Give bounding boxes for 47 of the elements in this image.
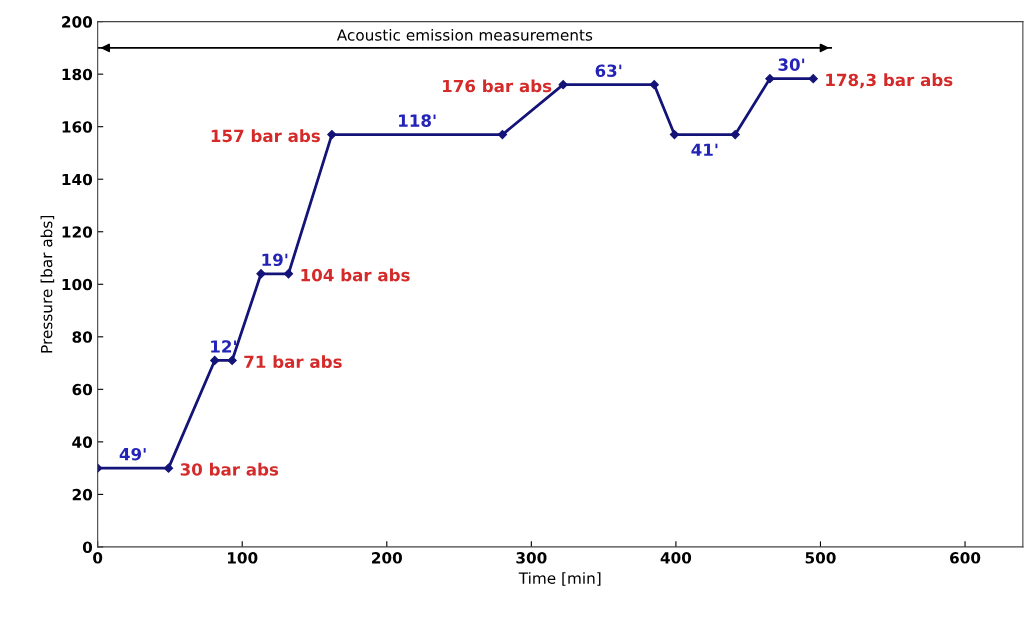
- point: [497, 129, 508, 140]
- point: [327, 129, 337, 140]
- point: [163, 463, 174, 473]
- point: [227, 355, 237, 366]
- point: [256, 269, 266, 279]
- data-label: 30 bar abs: [180, 462, 279, 476]
- y-tick-label: 20: [72, 488, 93, 501]
- annotation: 41': [691, 143, 718, 156]
- x-axis-title: Time [min]: [518, 572, 601, 586]
- y-axis-title: Pressure [bar abs]: [40, 215, 55, 353]
- y-tick-label: 100: [62, 278, 93, 291]
- x-tick-label: 200: [372, 552, 402, 564]
- y-tick-label: 180: [62, 68, 93, 81]
- point: [669, 129, 680, 140]
- y-tick-label: 80: [72, 331, 93, 343]
- annotation: 12': [211, 340, 236, 353]
- x-tick-label: 600: [950, 552, 981, 564]
- y-tick-label: 140: [62, 173, 93, 186]
- point: [730, 129, 740, 140]
- annotation: 118': [399, 114, 436, 127]
- annotation: 63': [595, 64, 622, 77]
- point: [558, 80, 568, 90]
- data-label: 71 bar abs: [244, 355, 342, 369]
- series-label: Acoustic emission measurements: [336, 28, 593, 41]
- point: [649, 80, 659, 90]
- point: [765, 74, 775, 84]
- y-tick-label: 200: [62, 16, 93, 28]
- y-tick-label: 60: [72, 383, 93, 396]
- x-tick-label: 400: [660, 552, 692, 564]
- x-tick-label: 300: [516, 552, 547, 564]
- annotation: 49': [119, 447, 146, 461]
- y-tick-label: 160: [62, 121, 93, 133]
- data-label: 178,3 bar abs: [826, 73, 953, 89]
- y-tick-label: 120: [62, 226, 93, 238]
- x-tick-label: 500: [805, 552, 836, 564]
- x-tick-label: 0: [93, 552, 103, 564]
- data-label: 157 bar abs: [211, 129, 320, 143]
- data-label: 176 bar abs: [443, 79, 552, 93]
- y-tick-label: 40: [72, 436, 93, 448]
- x-tick-label: 100: [228, 552, 258, 564]
- data-label: 104 bar abs: [301, 268, 410, 282]
- point: [210, 355, 220, 366]
- annotation: 19': [262, 253, 288, 267]
- point: [283, 269, 294, 279]
- annotation: 30': [778, 58, 805, 71]
- y-tick-label: 0: [82, 541, 93, 553]
- point: [808, 74, 818, 84]
